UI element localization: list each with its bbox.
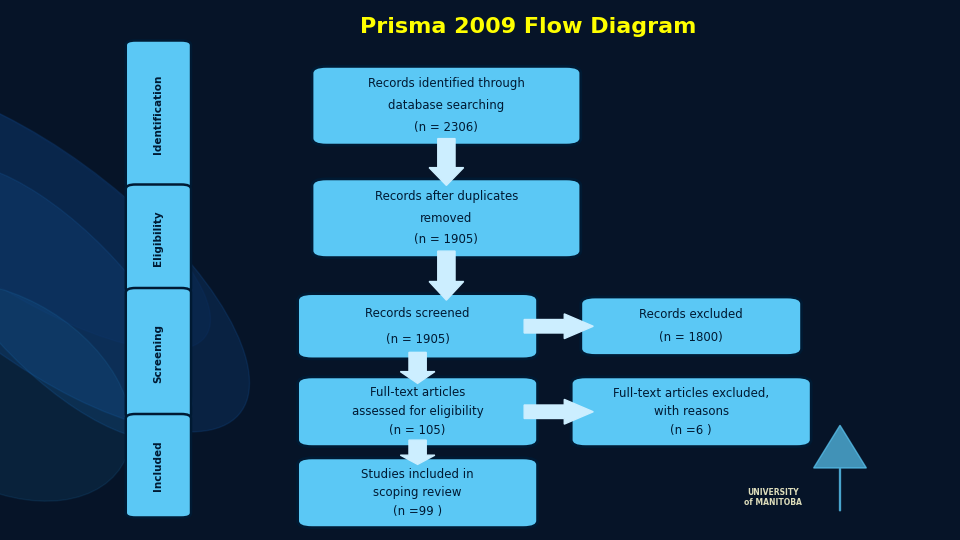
Text: Records screened: Records screened (366, 307, 469, 320)
FancyBboxPatch shape (581, 297, 802, 355)
Text: with reasons: with reasons (654, 405, 729, 418)
FancyBboxPatch shape (126, 414, 191, 517)
FancyArrow shape (429, 251, 464, 300)
FancyBboxPatch shape (126, 185, 191, 293)
Text: scoping review: scoping review (373, 486, 462, 500)
Text: Identification: Identification (154, 75, 163, 154)
Text: (n = 1905): (n = 1905) (415, 233, 478, 246)
FancyBboxPatch shape (298, 377, 538, 447)
Text: Records identified through: Records identified through (368, 78, 525, 91)
FancyArrow shape (524, 314, 593, 339)
Text: Full-text articles: Full-text articles (370, 387, 466, 400)
Text: (n = 1905): (n = 1905) (386, 333, 449, 346)
Text: database searching: database searching (388, 99, 505, 112)
Text: (n = 2306): (n = 2306) (415, 121, 478, 134)
FancyArrow shape (429, 139, 464, 185)
Text: Records after duplicates: Records after duplicates (374, 190, 518, 203)
FancyArrow shape (400, 440, 435, 464)
Text: Eligibility: Eligibility (154, 211, 163, 266)
Text: Records excluded: Records excluded (639, 308, 743, 321)
FancyBboxPatch shape (298, 458, 538, 528)
FancyArrow shape (524, 400, 593, 424)
Text: (n = 1800): (n = 1800) (660, 331, 723, 344)
Text: UNIVERSITY
of MANITOBA: UNIVERSITY of MANITOBA (744, 488, 802, 507)
Text: Studies included in: Studies included in (361, 468, 474, 481)
Text: assessed for eligibility: assessed for eligibility (351, 405, 484, 418)
FancyArrow shape (814, 426, 866, 511)
Text: Screening: Screening (154, 324, 163, 383)
FancyBboxPatch shape (312, 179, 581, 258)
FancyBboxPatch shape (126, 40, 191, 189)
Text: Prisma 2009 Flow Diagram: Prisma 2009 Flow Diagram (360, 17, 696, 37)
FancyArrow shape (400, 353, 435, 383)
FancyBboxPatch shape (312, 66, 581, 145)
Text: removed: removed (420, 212, 472, 225)
Text: Included: Included (154, 441, 163, 491)
Ellipse shape (0, 282, 132, 501)
FancyBboxPatch shape (571, 377, 811, 447)
Ellipse shape (0, 81, 250, 432)
Text: (n = 105): (n = 105) (390, 424, 445, 437)
Ellipse shape (0, 73, 210, 350)
Text: (n =6 ): (n =6 ) (670, 424, 712, 437)
Text: (n =99 ): (n =99 ) (393, 505, 443, 518)
FancyBboxPatch shape (126, 288, 191, 418)
FancyBboxPatch shape (298, 294, 538, 359)
Text: Full-text articles excluded,: Full-text articles excluded, (613, 387, 769, 400)
Ellipse shape (0, 164, 192, 440)
